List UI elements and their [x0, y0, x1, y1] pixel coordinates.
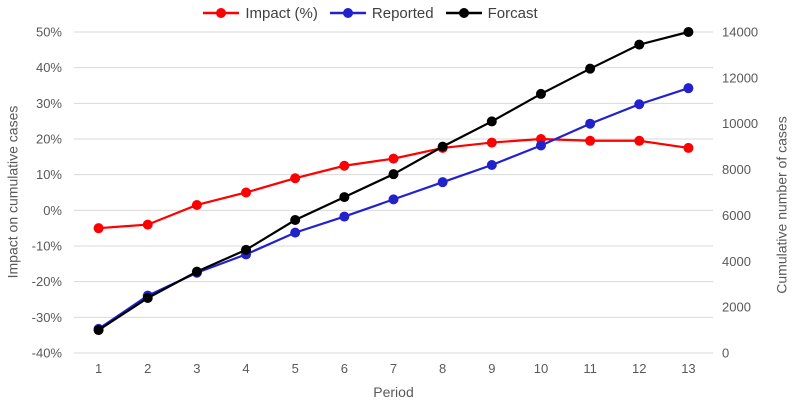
x-axis-tick-label: 4: [242, 361, 249, 376]
data-point-impact: [585, 135, 596, 146]
data-point-impact: [634, 135, 645, 146]
data-point-forcast: [241, 244, 252, 255]
y-axis-tick-label-right: 6000: [722, 208, 751, 223]
x-axis-tick-label: 7: [390, 361, 397, 376]
legend-label-impact: Impact (%): [245, 4, 318, 22]
data-point-forcast: [290, 215, 301, 226]
y-axis-tick-label-left: 40%: [36, 60, 62, 75]
x-axis-tick-label: 6: [341, 361, 348, 376]
x-axis-tick-label: 13: [681, 361, 695, 376]
y-axis-tick-label-left: 30%: [36, 96, 62, 111]
y-axis-tick-label-right: 2000: [722, 300, 751, 315]
y-axis-tick-label-left: 0%: [43, 203, 62, 218]
data-point-impact: [290, 173, 301, 184]
data-point-impact: [683, 142, 694, 153]
data-point-reported: [388, 194, 399, 205]
data-point-reported: [535, 140, 546, 151]
data-point-forcast: [437, 141, 448, 152]
data-point-forcast: [535, 88, 546, 99]
legend-item-reported: Reported: [329, 4, 434, 22]
x-axis-tick-label: 3: [193, 361, 200, 376]
y-axis-tick-label-right: 14000: [722, 25, 758, 40]
data-point-impact: [486, 137, 497, 148]
legend-marker-forecast-icon: [445, 8, 482, 18]
data-point-impact: [388, 153, 399, 164]
data-point-impact: [142, 219, 153, 230]
x-axis-title: Period: [373, 384, 414, 400]
data-point-impact: [339, 160, 350, 171]
data-point-reported: [437, 177, 448, 188]
data-point-reported: [339, 211, 350, 222]
y-axis-tick-label-right: 8000: [722, 162, 751, 177]
data-point-forcast: [486, 116, 497, 127]
x-axis-tick-label: 8: [439, 361, 446, 376]
data-point-reported: [683, 83, 694, 94]
data-point-forcast: [634, 39, 645, 50]
data-point-impact: [93, 223, 104, 234]
data-point-forcast: [585, 63, 596, 74]
data-point-reported: [585, 118, 596, 129]
x-axis-tick-label: 5: [292, 361, 299, 376]
data-point-forcast: [191, 266, 202, 277]
data-point-reported: [290, 227, 301, 238]
x-axis-tick-label: 2: [144, 361, 151, 376]
legend-item-impact: Impact (%): [203, 6, 318, 21]
y-axis-tick-label-right: 4000: [722, 254, 751, 269]
legend-label-forecast: Forcast: [487, 4, 538, 22]
legend-label-reported: Reported: [371, 4, 434, 22]
data-point-reported: [634, 99, 645, 110]
data-point-forcast: [388, 169, 399, 180]
legend-marker-reported-icon: [329, 8, 366, 18]
data-point-forcast: [339, 192, 350, 203]
series-line-impact: [98, 137, 689, 230]
series-line-forcast: [97, 30, 689, 331]
y-axis-tick-label-left: 10%: [36, 167, 62, 182]
data-point-impact: [241, 187, 252, 198]
x-axis-tick-label: 11: [583, 361, 597, 376]
data-point-reported: [486, 159, 497, 170]
x-axis-tick-label: 1: [95, 361, 102, 376]
data-point-forcast: [683, 27, 694, 37]
y-axis-tick-label-left: -30%: [32, 310, 63, 325]
legend-item-forecast: Forcast: [445, 4, 538, 22]
y-axis-tick-label-left: 50%: [36, 25, 62, 40]
data-point-impact: [191, 199, 202, 210]
y-axis-tick-label-left: -20%: [32, 274, 63, 289]
x-axis-tick-label: 12: [632, 361, 646, 376]
data-point-forcast: [93, 325, 104, 336]
legend-marker-impact-icon: [203, 8, 240, 18]
y-axis-tick-label-right: 10000: [722, 116, 758, 131]
data-point-forcast: [142, 292, 153, 303]
y-axis-tick-label-left: -10%: [32, 239, 63, 254]
y-axis-tick-label-left: -40%: [32, 346, 63, 361]
y-axis-tick-label-left: 20%: [36, 132, 62, 147]
x-axis-tick-label: 10: [534, 361, 548, 376]
chart-legend: Impact (%) Reported Forcast: [0, 0, 769, 26]
x-axis-tick-label: 9: [488, 361, 495, 376]
y-axis-tick-label-right: 12000: [722, 70, 758, 85]
y-axis-tick-label-right: 0: [722, 346, 729, 361]
